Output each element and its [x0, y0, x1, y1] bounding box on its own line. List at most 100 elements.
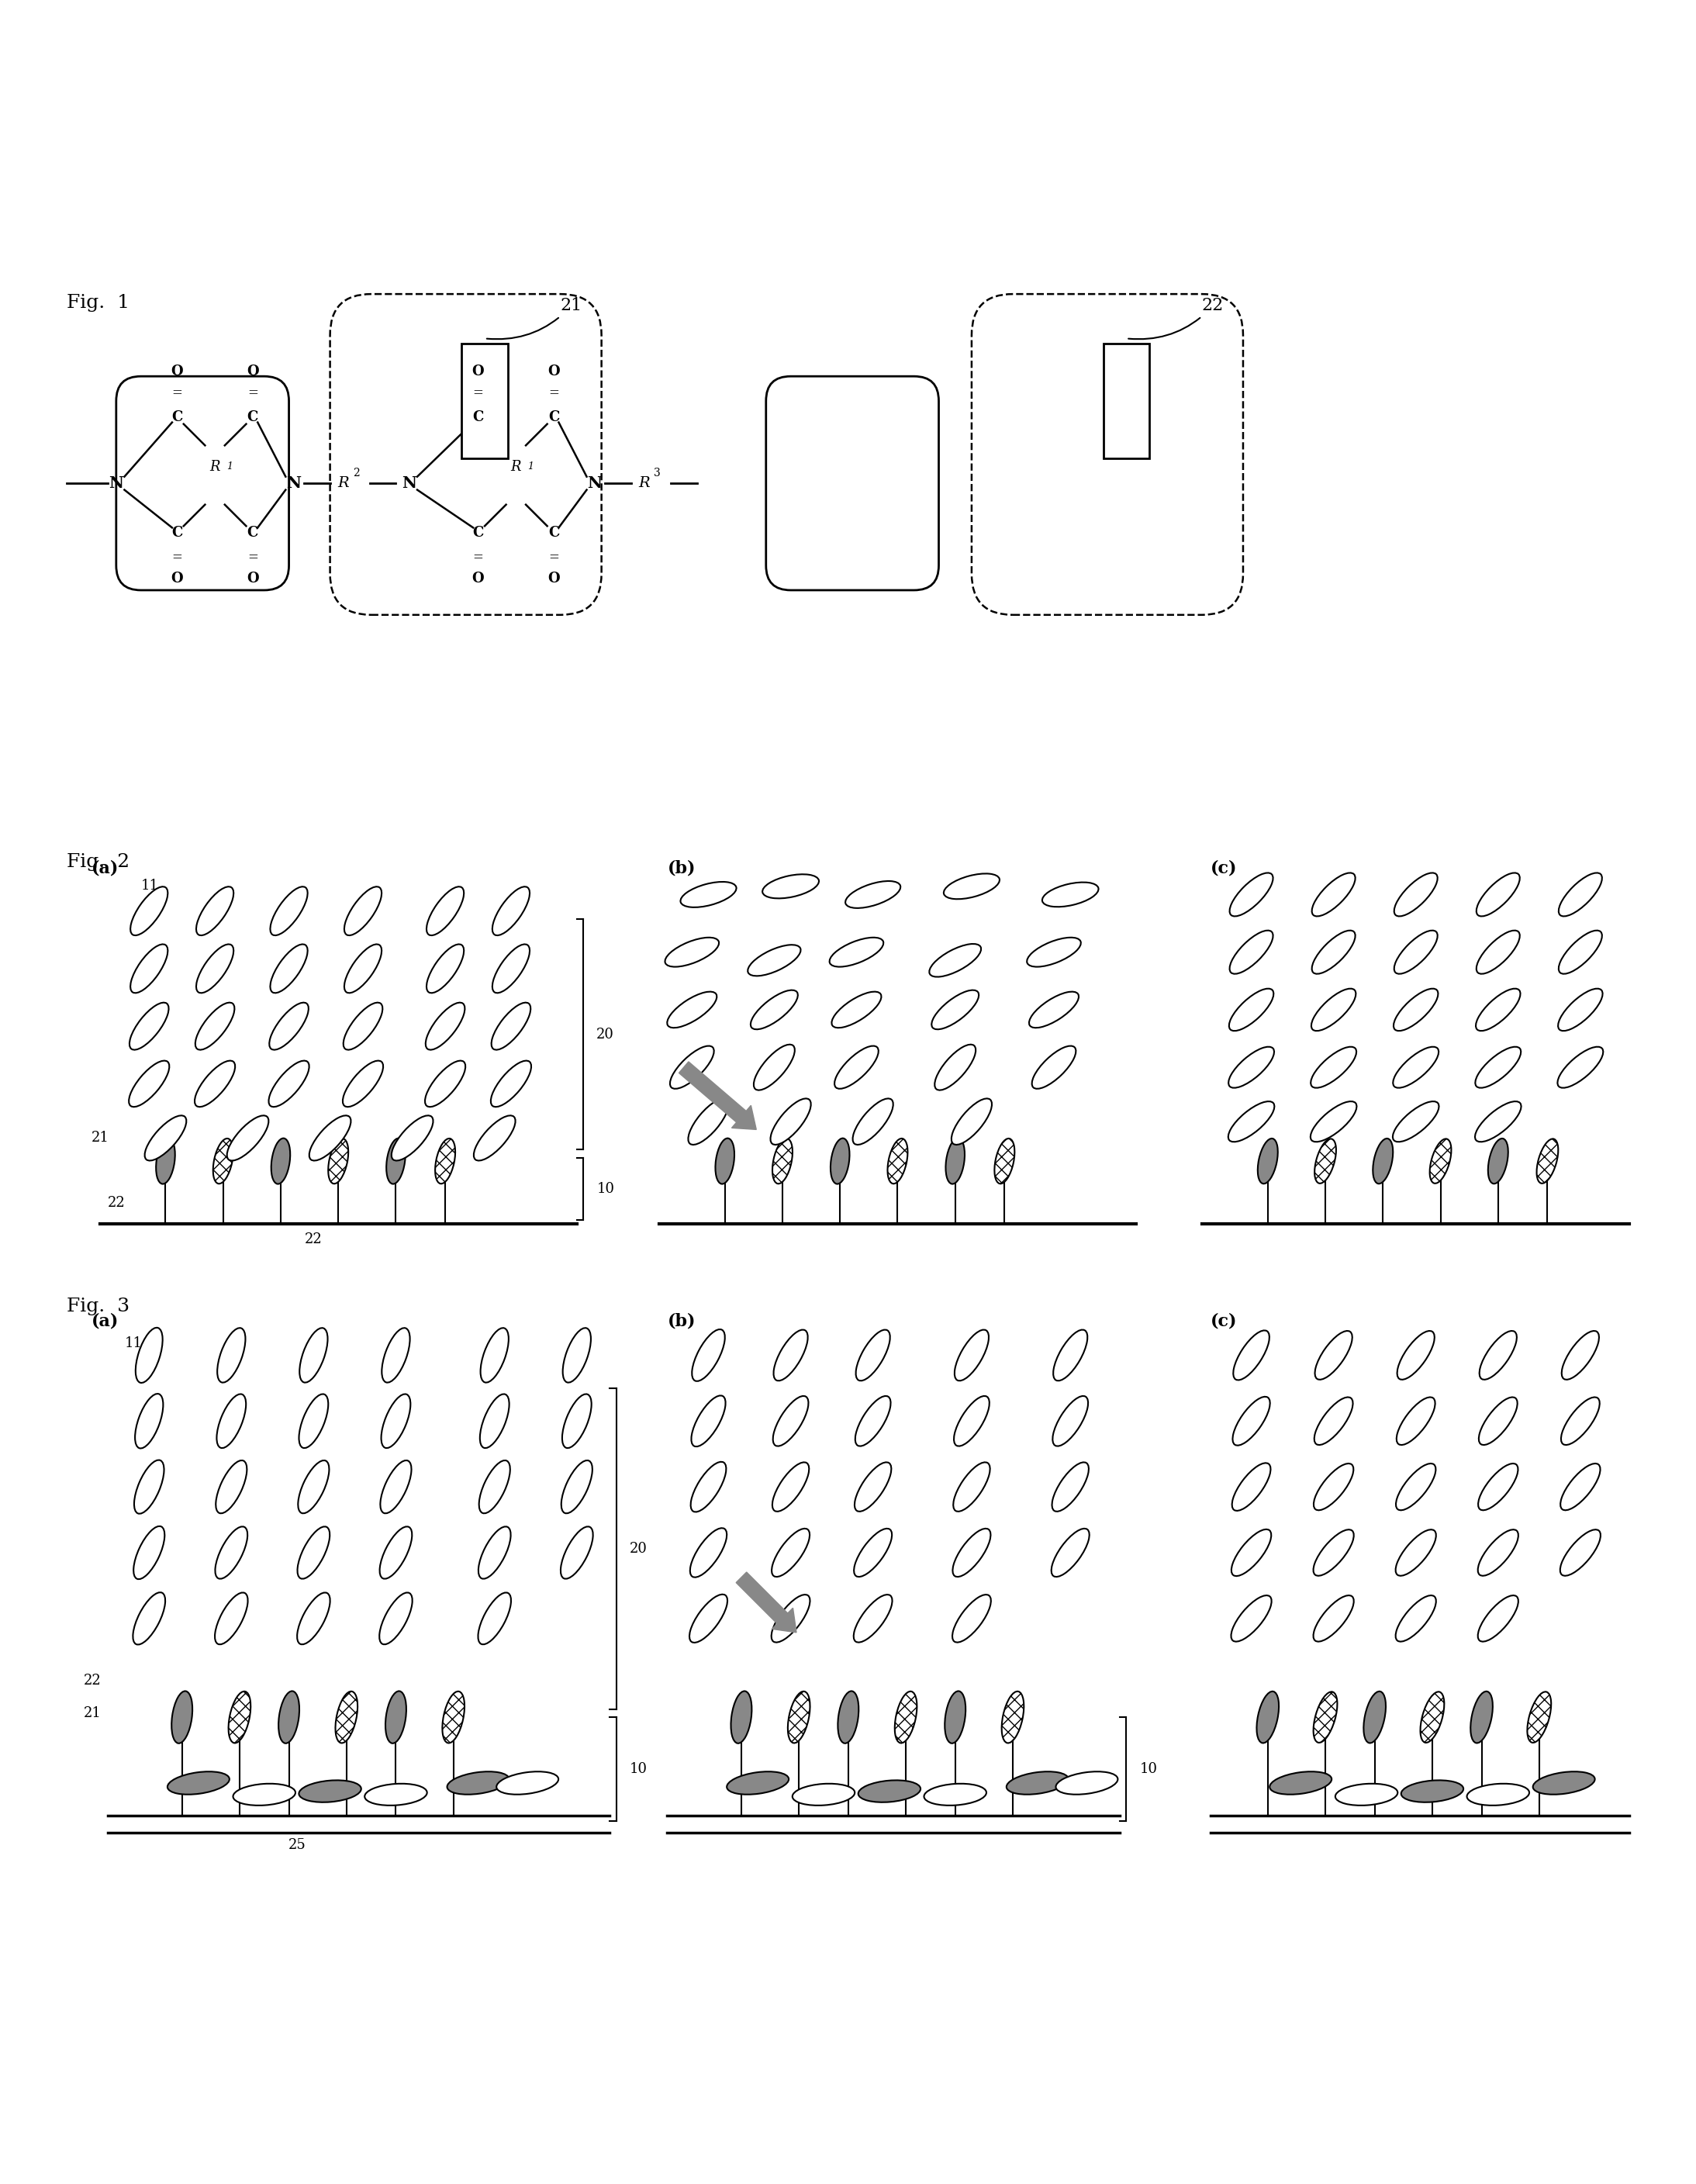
Ellipse shape — [845, 880, 901, 909]
Ellipse shape — [144, 1116, 187, 1160]
Ellipse shape — [1476, 1101, 1521, 1142]
Ellipse shape — [382, 1328, 410, 1382]
Ellipse shape — [1396, 1529, 1437, 1577]
FancyBboxPatch shape — [767, 376, 940, 590]
Ellipse shape — [217, 1328, 246, 1382]
Ellipse shape — [1057, 1771, 1118, 1795]
Ellipse shape — [1311, 989, 1355, 1031]
Ellipse shape — [1476, 930, 1520, 974]
Ellipse shape — [131, 887, 168, 935]
Ellipse shape — [136, 1328, 163, 1382]
Text: =: = — [171, 387, 183, 400]
Ellipse shape — [1479, 1398, 1518, 1446]
Ellipse shape — [385, 1690, 407, 1743]
Ellipse shape — [1257, 1690, 1279, 1743]
Ellipse shape — [731, 1690, 751, 1743]
Text: C: C — [473, 411, 483, 424]
Ellipse shape — [855, 1463, 892, 1511]
Text: =: = — [248, 387, 258, 400]
Ellipse shape — [1311, 874, 1355, 917]
Ellipse shape — [490, 1061, 531, 1107]
Ellipse shape — [895, 1690, 918, 1743]
Ellipse shape — [473, 1116, 516, 1160]
Text: 20: 20 — [629, 1542, 648, 1555]
Ellipse shape — [1230, 989, 1274, 1031]
Ellipse shape — [1006, 1771, 1068, 1795]
Ellipse shape — [365, 1784, 427, 1806]
Ellipse shape — [1560, 1529, 1601, 1577]
Ellipse shape — [1396, 1463, 1437, 1509]
Text: 20: 20 — [597, 1026, 614, 1042]
Ellipse shape — [343, 1002, 383, 1051]
Ellipse shape — [670, 1046, 714, 1090]
Text: =: = — [248, 550, 258, 563]
Ellipse shape — [689, 1099, 729, 1144]
Ellipse shape — [748, 946, 801, 976]
Ellipse shape — [436, 1138, 455, 1184]
Ellipse shape — [1364, 1690, 1386, 1743]
Ellipse shape — [478, 1527, 510, 1579]
Ellipse shape — [134, 1461, 165, 1514]
Ellipse shape — [215, 1527, 248, 1579]
Ellipse shape — [380, 1527, 412, 1579]
Ellipse shape — [945, 1690, 965, 1743]
Ellipse shape — [232, 1784, 295, 1806]
Ellipse shape — [931, 989, 979, 1029]
Ellipse shape — [480, 1393, 509, 1448]
Ellipse shape — [856, 1330, 890, 1380]
Ellipse shape — [1559, 989, 1603, 1031]
Text: O: O — [471, 365, 483, 378]
Ellipse shape — [1052, 1463, 1089, 1511]
Ellipse shape — [716, 1138, 734, 1184]
Text: =: = — [171, 550, 183, 563]
Ellipse shape — [215, 1592, 248, 1645]
Ellipse shape — [1311, 1046, 1357, 1088]
Ellipse shape — [215, 1461, 248, 1514]
Ellipse shape — [443, 1690, 465, 1743]
Ellipse shape — [1392, 1101, 1438, 1142]
Text: O: O — [548, 572, 560, 585]
Text: N: N — [587, 476, 602, 491]
Ellipse shape — [1401, 1780, 1464, 1802]
Ellipse shape — [1557, 1046, 1603, 1088]
Ellipse shape — [1031, 1046, 1075, 1090]
Text: C: C — [171, 411, 183, 424]
Ellipse shape — [773, 1396, 809, 1446]
Ellipse shape — [131, 943, 168, 994]
Ellipse shape — [297, 1527, 329, 1579]
Ellipse shape — [689, 1594, 728, 1642]
Ellipse shape — [1476, 1046, 1521, 1088]
Ellipse shape — [753, 1044, 795, 1090]
Ellipse shape — [1053, 1396, 1089, 1446]
Ellipse shape — [480, 1328, 509, 1382]
Ellipse shape — [728, 1771, 789, 1795]
Ellipse shape — [380, 1592, 412, 1645]
Ellipse shape — [344, 943, 382, 994]
Ellipse shape — [168, 1771, 229, 1795]
Ellipse shape — [492, 887, 529, 935]
Text: O: O — [171, 572, 183, 585]
Ellipse shape — [1396, 1594, 1437, 1642]
Ellipse shape — [1487, 1138, 1508, 1184]
Ellipse shape — [214, 1138, 232, 1184]
Bar — [461, 343, 507, 459]
Ellipse shape — [834, 1046, 879, 1090]
Ellipse shape — [448, 1771, 509, 1795]
Text: C: C — [473, 526, 483, 539]
Ellipse shape — [1537, 1138, 1559, 1184]
Text: (a): (a) — [92, 860, 119, 878]
Text: C: C — [548, 526, 560, 539]
Ellipse shape — [953, 1463, 990, 1511]
Ellipse shape — [492, 943, 529, 994]
Ellipse shape — [1477, 1594, 1518, 1642]
Ellipse shape — [229, 1690, 251, 1743]
Text: =: = — [548, 387, 560, 400]
Ellipse shape — [309, 1116, 351, 1160]
FancyArrow shape — [736, 1572, 797, 1631]
Ellipse shape — [1562, 1330, 1599, 1380]
Ellipse shape — [855, 1396, 890, 1446]
Text: 11: 11 — [141, 878, 159, 893]
Ellipse shape — [1396, 1398, 1435, 1446]
Ellipse shape — [831, 1138, 850, 1184]
Text: N: N — [287, 476, 302, 491]
